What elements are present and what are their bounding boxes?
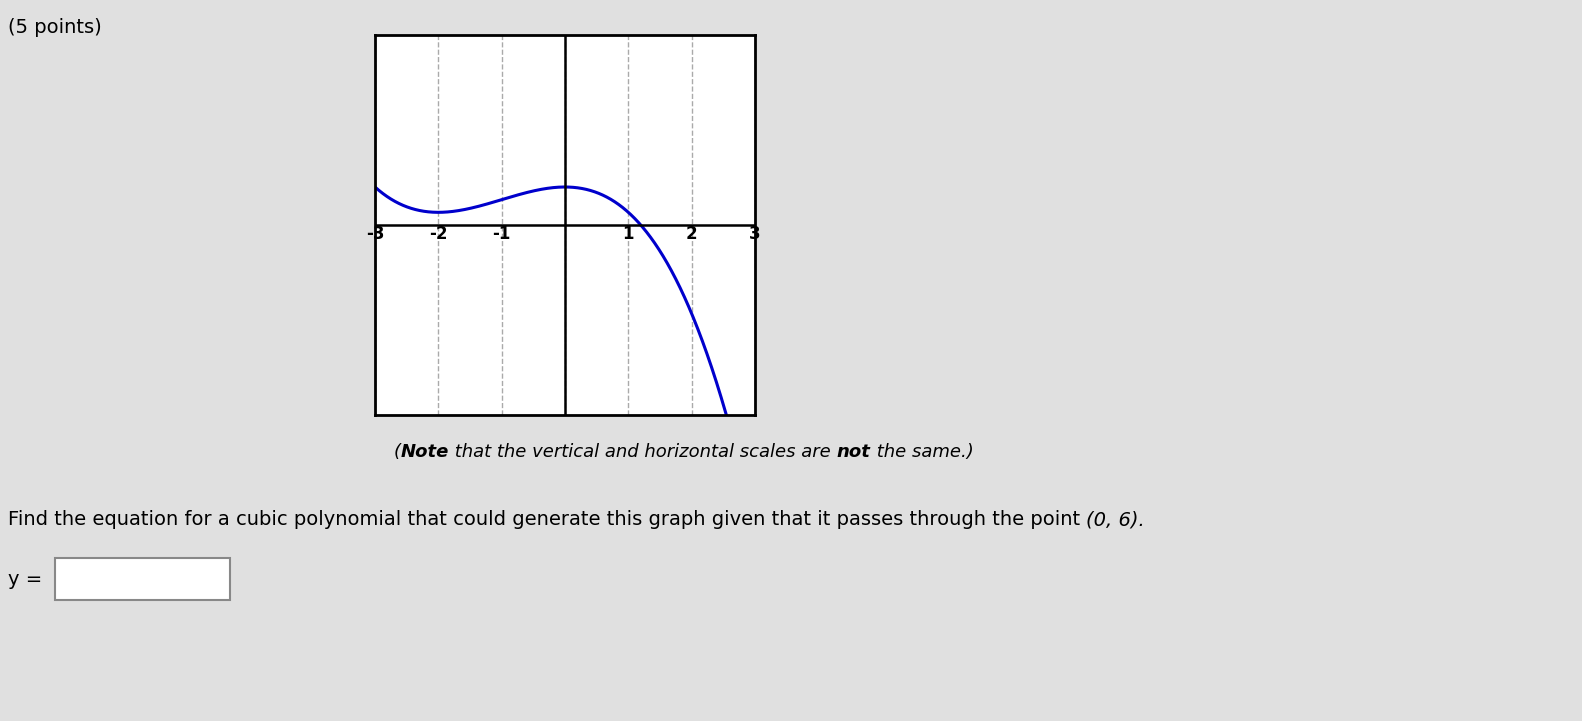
Text: Find the equation for a cubic polynomial that could generate this graph given th: Find the equation for a cubic polynomial… bbox=[8, 510, 1087, 529]
Text: the same.): the same.) bbox=[870, 443, 973, 461]
Text: (0, 6).: (0, 6). bbox=[1087, 510, 1145, 529]
Text: Find the equation for a cubic polynomial that could generate this graph given th: Find the equation for a cubic polynomial… bbox=[8, 510, 1087, 529]
Text: (5 points): (5 points) bbox=[8, 18, 101, 37]
Text: -1: -1 bbox=[492, 225, 511, 243]
Text: Note: Note bbox=[400, 443, 449, 461]
FancyBboxPatch shape bbox=[55, 558, 229, 600]
Text: 3: 3 bbox=[750, 225, 761, 243]
Text: (: ( bbox=[394, 443, 400, 461]
Text: that the vertical and horizontal scales are: that the vertical and horizontal scales … bbox=[449, 443, 837, 461]
Text: -3: -3 bbox=[365, 225, 384, 243]
Text: 1: 1 bbox=[623, 225, 634, 243]
Text: 2: 2 bbox=[687, 225, 698, 243]
Text: -2: -2 bbox=[429, 225, 448, 243]
Text: not: not bbox=[837, 443, 870, 461]
Text: y =: y = bbox=[8, 570, 43, 589]
